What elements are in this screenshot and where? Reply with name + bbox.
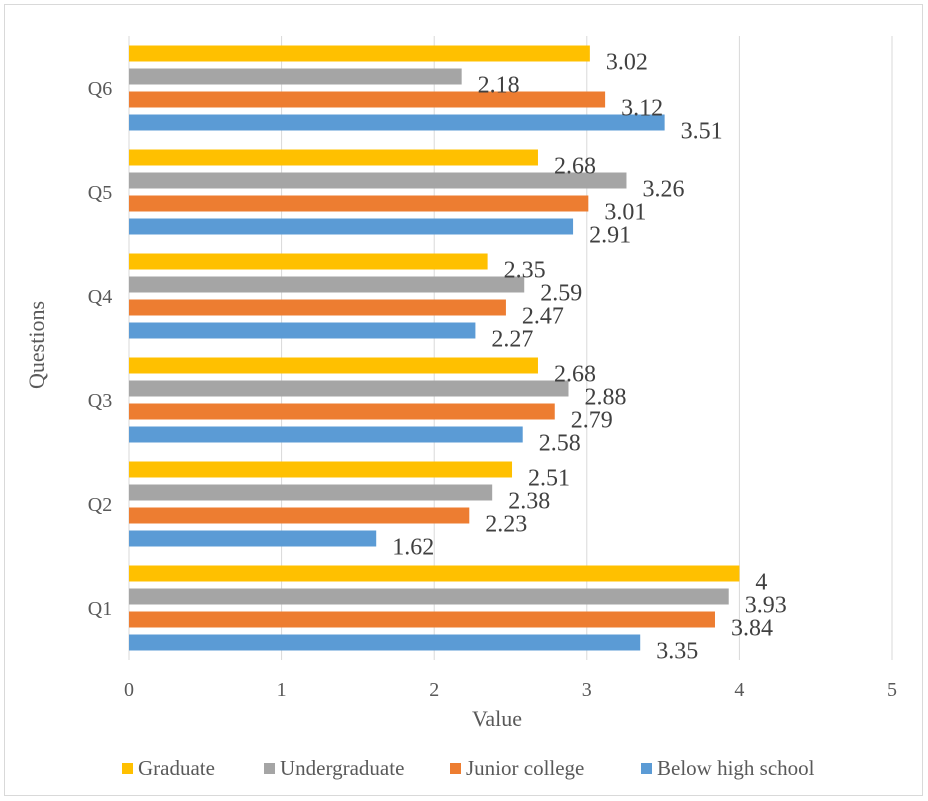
legend-label: Undergraduate [280,756,404,780]
data-label: 3.93 [745,593,787,619]
data-label: 3.12 [621,96,663,122]
x-tick-label: 1 [277,679,287,701]
data-label: 4 [755,570,767,596]
data-label: 2.79 [571,408,613,434]
bar [129,149,538,166]
gridlines [128,36,893,660]
legend-swatch [641,763,652,774]
data-label: 2.27 [491,327,533,353]
data-label: 3.02 [606,50,648,76]
category-labels: Q1 Q2 Q3 Q4 Q5 Q6 [88,78,112,620]
bars [129,45,740,651]
legend-label: Junior college [466,756,584,780]
bar [129,611,715,628]
data-label: 2.68 [554,362,596,388]
data-label: 3.35 [656,639,698,665]
data-label: 2.58 [539,431,581,457]
bar [129,218,574,235]
bar [129,507,470,524]
bar [129,299,506,316]
data-label: 2.51 [528,466,570,492]
bar [129,114,665,131]
x-tick-label: 4 [734,679,744,701]
x-tick-label: 0 [124,679,134,701]
x-axis-title: Value [472,706,522,731]
data-label: 2.35 [504,258,546,284]
bar [129,172,627,189]
data-label: 3.26 [642,177,684,203]
category-label: Q6 [88,78,112,100]
bar [129,45,590,62]
data-label: 2.68 [554,154,596,180]
bar [129,565,740,582]
data-label: 2.47 [522,304,564,330]
bar [129,380,569,397]
bar [129,68,462,85]
category-label: Q3 [88,390,112,412]
legend-swatch [122,763,133,774]
bar [129,195,589,212]
bar [129,588,729,605]
x-tick-label: 3 [582,679,592,701]
data-label: 3.84 [731,616,773,642]
data-label: 2.18 [478,73,520,99]
data-labels: 3.35 3.843.934 1.62 2.232.382.51 2.582.792.8… [392,50,787,665]
data-label: 2.38 [508,489,550,515]
category-label: Q5 [88,182,112,204]
bar [129,276,525,293]
data-label: 2.23 [485,512,527,538]
data-label: 3.01 [604,200,646,226]
bar [129,484,493,501]
legend-label: Below high school [657,756,815,780]
x-tick-label: 2 [429,679,439,701]
data-label: 2.91 [589,223,631,249]
bar [129,91,606,108]
bar [129,530,377,547]
bar [129,253,488,270]
data-label: 3.51 [681,119,723,145]
category-label: Q1 [88,598,112,620]
category-label: Q2 [88,494,112,516]
x-tick-label: 5 [887,679,897,701]
bar [129,634,641,651]
chart-frame [4,4,923,796]
bar [129,322,476,339]
y-axis-title: Questions [24,301,49,389]
category-label: Q4 [88,286,112,308]
legend: Graduate Undergraduate Junior college Below… [122,756,815,780]
bar [129,357,538,374]
legend-label: Graduate [138,756,215,780]
bar [129,426,523,443]
legend-swatch [264,763,275,774]
legend-swatch [450,763,461,774]
bar [129,461,513,478]
data-label: 2.59 [540,281,582,307]
data-label: 1.62 [392,535,434,561]
data-label: 2.88 [584,385,626,411]
bar [129,403,555,420]
x-tick-labels: 0 1 2 3 4 5 [124,679,897,701]
